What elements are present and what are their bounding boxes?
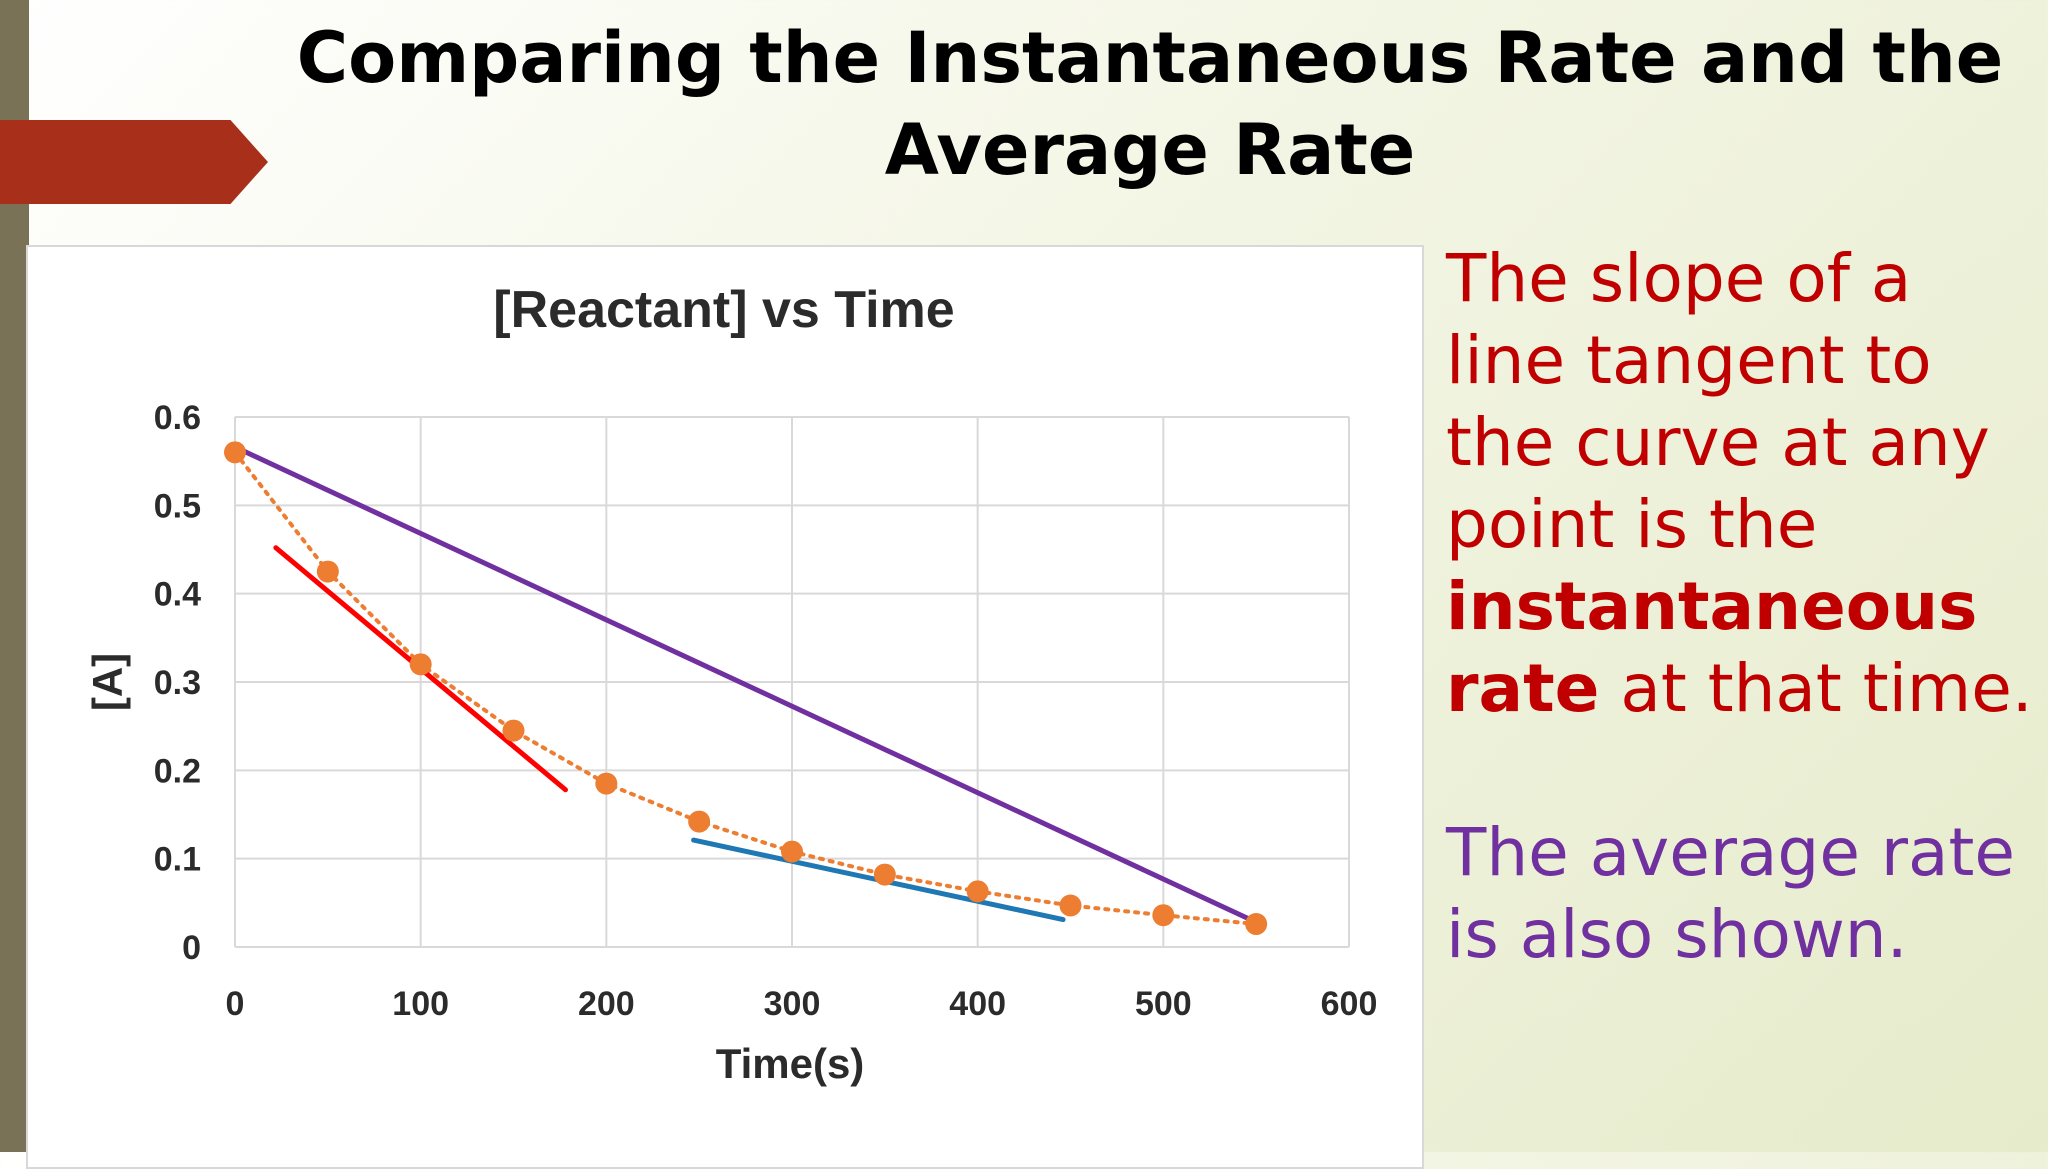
x-tick-label: 400 — [949, 985, 1006, 1023]
data-point — [595, 772, 618, 795]
x-tick-label: 0 — [226, 985, 245, 1023]
chart-title: [Reactant] vs Time — [493, 281, 954, 339]
data-point — [688, 810, 711, 833]
y-tick-label: 0.5 — [154, 487, 201, 525]
data-trend-dotted-line — [233, 450, 1259, 927]
x-tick-label: 600 — [1321, 985, 1378, 1023]
data-point — [873, 863, 896, 886]
data-point — [1152, 904, 1175, 927]
data-point — [502, 719, 525, 742]
y-tick-label: 0.4 — [154, 576, 201, 614]
instant-text-before: The slope of a line tangent to the curve… — [1446, 240, 1990, 563]
data-point — [409, 653, 432, 676]
chart-panel: [Reactant] vs Time 0 0.1 0.2 0.3 0.4 0.5 0.6 0 1… — [26, 245, 1424, 1169]
y-tick-label: 0.3 — [154, 664, 201, 702]
instantaneous-rate-text: The slope of a line tangent to the curve… — [1446, 238, 2036, 730]
y-tick-label: 0 — [182, 929, 201, 967]
data-point — [966, 880, 989, 903]
y-tick-label: 0.1 — [154, 841, 201, 879]
instant-text-bold-2: rate — [1446, 650, 1600, 727]
data-point — [1245, 913, 1268, 936]
x-tick-label: 300 — [764, 985, 821, 1023]
data-point — [224, 441, 246, 464]
data-point — [1059, 894, 1082, 917]
chart-grid — [234, 416, 1350, 948]
y-tick-label: 0.6 — [154, 399, 201, 437]
x-axis-title: Time(s) — [716, 1040, 865, 1087]
y-axis-title: [A] — [84, 653, 131, 711]
explanation-text: The slope of a line tangent to the curve… — [1446, 238, 2036, 976]
x-tick-label: 100 — [392, 985, 449, 1023]
chart-ticks: 0 0.1 0.2 0.3 0.4 0.5 0.6 0 100 200 300 400 500 600 — [154, 399, 1378, 1023]
y-tick-label: 0.2 — [154, 752, 201, 790]
instant-text-after: at that time. — [1599, 650, 2033, 727]
chart-points — [224, 441, 1268, 936]
average-rate-line — [232, 444, 1259, 925]
average-rate-text: The average rate is also shown. — [1446, 814, 2015, 973]
reactant-vs-time-chart: [Reactant] vs Time 0 0.1 0.2 0.3 0.4 0.5 0.6 0 1… — [84, 281, 1378, 1087]
slide-title: Comparing the Instantaneous Rate and the… — [296, 17, 2004, 191]
x-tick-label: 200 — [578, 985, 635, 1023]
accent-arrow-tab — [0, 120, 268, 204]
x-tick-label: 500 — [1135, 985, 1192, 1023]
instant-text-bold-1: instantaneous — [1446, 568, 1978, 645]
data-point — [316, 560, 339, 583]
data-point — [781, 840, 803, 863]
chart-lines — [232, 444, 1259, 927]
